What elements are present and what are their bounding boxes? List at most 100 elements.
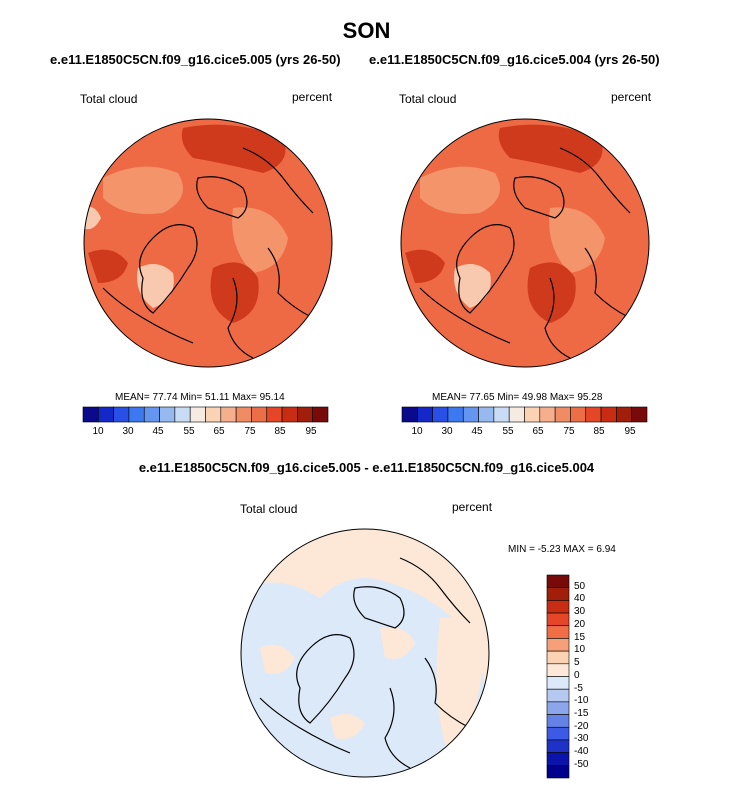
colorbar-swatch — [220, 406, 237, 423]
colorbar-tick-label: -5 — [574, 683, 583, 694]
colorbar-swatch — [189, 406, 206, 423]
colorbar-swatch — [546, 752, 570, 766]
colorbar-swatch — [297, 406, 313, 423]
diff-units-label: percent — [452, 500, 493, 514]
colorbar-tick-label: -30 — [574, 733, 589, 744]
colorbar-swatch — [401, 406, 418, 423]
diff-polar-map — [240, 528, 490, 778]
colorbar-swatch — [546, 600, 570, 614]
season-title: SON — [342, 18, 391, 43]
colorbar-tick-label: 75 — [563, 426, 575, 437]
colorbar-swatch — [447, 406, 464, 423]
colorbar-swatch — [205, 406, 222, 423]
colorbar-swatch — [546, 638, 570, 652]
colorbar-tick-label: 0 — [574, 670, 580, 681]
colorbar-swatch — [432, 406, 449, 423]
colorbar-swatch — [616, 406, 632, 423]
colorbar-swatch — [266, 406, 283, 423]
left-polar-map — [83, 118, 333, 368]
colorbar-tick-label: 45 — [471, 426, 483, 437]
diff-colorbar — [546, 574, 570, 779]
colorbar-tick-label: -10 — [574, 695, 589, 706]
left-units-label: percent — [292, 90, 333, 104]
colorbar-swatch — [159, 406, 176, 423]
colorbar-tick-label: 85 — [593, 426, 605, 437]
colorbar-tick-label: 5 — [574, 657, 580, 668]
colorbar-swatch — [113, 406, 130, 423]
map-contour-region — [210, 262, 259, 323]
colorbar-tick-label: -15 — [574, 708, 589, 719]
colorbar-swatch — [98, 406, 114, 423]
colorbar-swatch — [546, 688, 570, 703]
colorbar-swatch — [128, 406, 145, 423]
right-colorbar-ticks: 10 30 45 55 65 75 85 95 — [402, 426, 647, 440]
colorbar-tick-label: 10 — [574, 644, 586, 655]
difference-title: e.e11.E1850C5CN.f09_g16.cice5.005 - e.e1… — [138, 460, 595, 475]
colorbar-tick-label: 30 — [441, 426, 453, 437]
colorbar-tick-label: 95 — [624, 426, 636, 437]
colorbar-tick-label: 10 — [411, 426, 423, 437]
colorbar-swatch — [462, 406, 479, 423]
left-colorbar-ticks: 10 30 45 55 65 75 85 95 — [83, 426, 328, 440]
right-variable-label: Total cloud — [399, 92, 457, 106]
map-contour-region — [181, 124, 286, 173]
colorbar-swatch — [546, 650, 570, 665]
colorbar-tick-label: 95 — [305, 426, 317, 437]
map-contour-region — [260, 644, 295, 674]
colorbar-swatch — [524, 406, 541, 423]
left-stats: MEAN= 77.74 Min= 51.11 Max= 95.14 — [115, 392, 285, 403]
map-contour-region — [405, 249, 445, 283]
right-case-title: e.e11.E1850C5CN.f09_g16.cice5.004 (yrs 2… — [369, 52, 660, 67]
colorbar-tick-label: 65 — [213, 426, 225, 437]
colorbar-swatch — [600, 406, 617, 423]
diff-stats: MIN = -5.23 MAX = 6.94 — [508, 544, 616, 555]
colorbar-swatch — [312, 406, 329, 423]
colorbar-tick-label: 10 — [92, 426, 104, 437]
colorbar-tick-label: 65 — [532, 426, 544, 437]
colorbar-tick-label: 30 — [122, 426, 134, 437]
colorbar-tick-label: 30 — [574, 606, 586, 617]
map-contour-region — [330, 714, 365, 739]
colorbar-swatch — [546, 663, 570, 677]
colorbar-tick-label: -40 — [574, 746, 589, 757]
colorbar-swatch — [174, 406, 191, 423]
right-polar-map — [400, 118, 650, 368]
left-variable-label: Total cloud — [80, 92, 138, 106]
colorbar-swatch — [631, 406, 648, 423]
colorbar-swatch — [546, 726, 570, 741]
map-contour-region — [420, 166, 500, 214]
map-contour-region — [137, 264, 174, 308]
colorbar-swatch — [546, 701, 570, 715]
colorbar-tick-label: 45 — [152, 426, 164, 437]
colorbar-tick-label: 15 — [574, 632, 586, 643]
colorbar-swatch — [493, 406, 510, 423]
map-contour-region — [436, 617, 485, 758]
colorbar-tick-label: 50 — [574, 581, 586, 592]
map-contour-region — [241, 578, 489, 777]
colorbar-swatch — [82, 406, 99, 423]
diff-variable-label: Total cloud — [240, 502, 298, 516]
colorbar-swatch — [546, 587, 570, 601]
colorbar-swatch — [554, 406, 571, 423]
colorbar-tick-label: 85 — [274, 426, 286, 437]
colorbar-swatch — [546, 765, 570, 779]
map-contour-region — [103, 166, 183, 214]
colorbar-swatch — [417, 406, 433, 423]
map-contour-region — [88, 249, 128, 283]
left-case-title: e.e11.E1850C5CN.f09_g16.cice5.005 (yrs 2… — [50, 52, 341, 67]
colorbar-tick-label: -50 — [574, 759, 589, 770]
right-units-label: percent — [611, 90, 652, 104]
colorbar-swatch — [546, 625, 570, 639]
diff-colorbar-ticks: 50 40 30 20 15 10 5 0 -5 -10 -15 -20 -30… — [574, 575, 614, 778]
colorbar-swatch — [143, 406, 160, 423]
colorbar-swatch — [546, 714, 570, 728]
colorbar-swatch — [508, 406, 525, 423]
map-contour-region — [498, 124, 603, 173]
colorbar-tick-label: 55 — [183, 426, 195, 437]
colorbar-tick-label: 20 — [574, 619, 586, 630]
colorbar-tick-label: -20 — [574, 721, 589, 732]
colorbar-tick-label: 75 — [244, 426, 256, 437]
colorbar-swatch — [478, 406, 495, 423]
colorbar-swatch — [570, 406, 587, 423]
colorbar-swatch — [546, 574, 570, 588]
